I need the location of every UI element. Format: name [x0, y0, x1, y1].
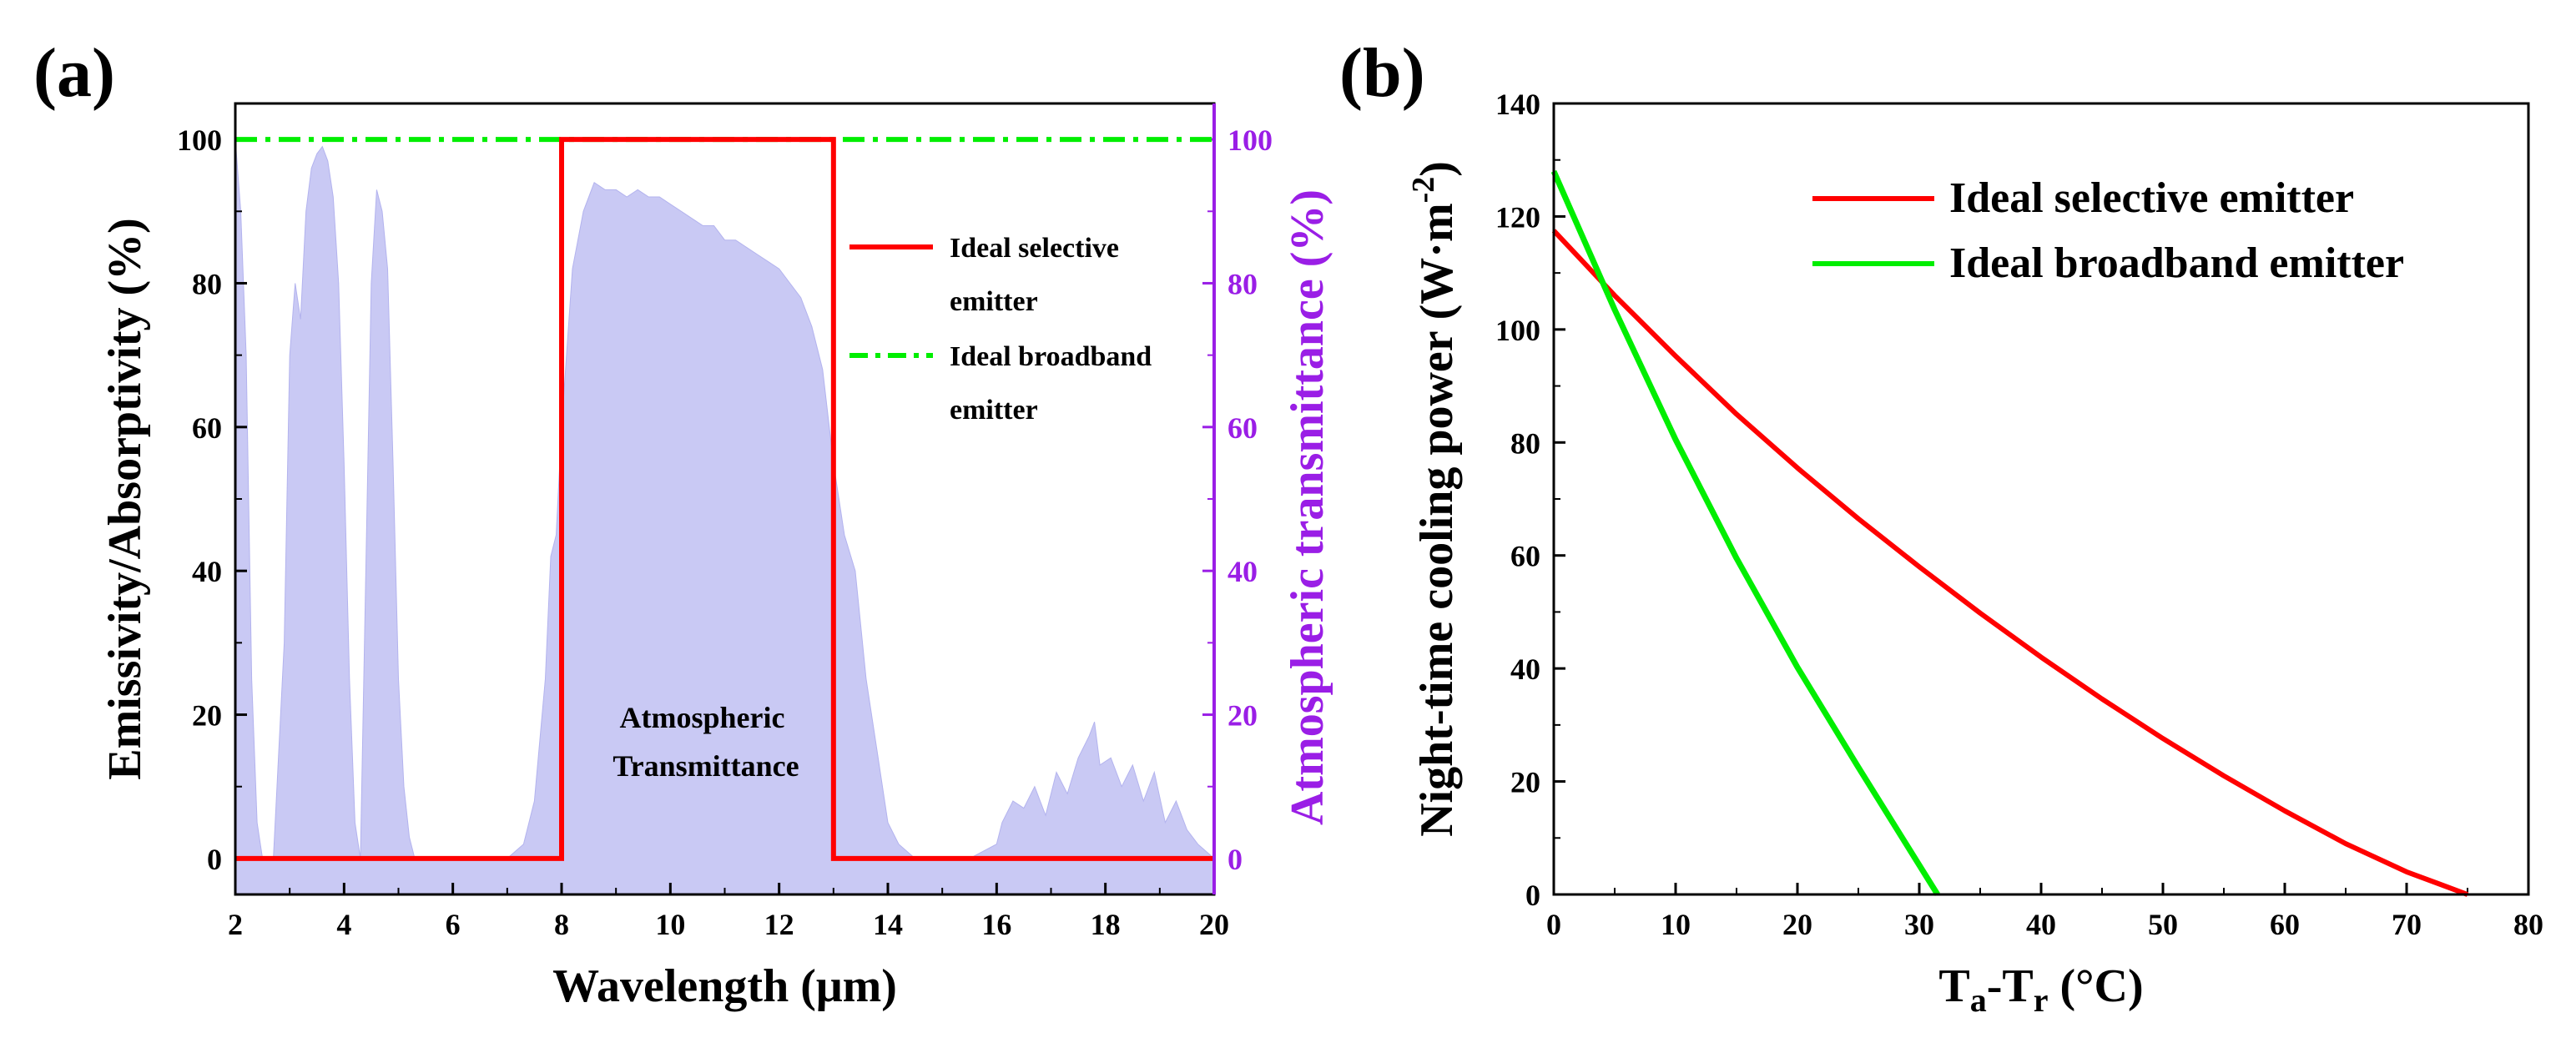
y-title-end: ): [1411, 161, 1463, 177]
y2-tick-label: 100: [1228, 123, 1273, 157]
y2-tick-label: 60: [1228, 411, 1258, 445]
y-tick-label: 80: [192, 267, 222, 300]
y-tick-label: 60: [1510, 540, 1540, 573]
legend-broadband-label: Ideal broadband emitter: [1949, 239, 2404, 287]
x-tick-label: 12: [764, 908, 794, 941]
x-tick-label: 40: [2026, 908, 2056, 941]
y-tick-label: 40: [1510, 652, 1540, 686]
transmittance-annotation: Atmospheric Transmittance: [612, 701, 799, 783]
x-title-minus-t: -T: [1987, 960, 2034, 1012]
panel-b-ticks: 0 10 20 30 40 50 60 70 80 0 20 40 60 80 100 120 140: [1495, 88, 2543, 941]
x-tick-label: 4: [336, 908, 351, 941]
panel-a: (a) 2 4 6 8 10 12 14 16 18 20 0 20 40 60 80 100 0 20 40 60 8…: [33, 34, 1333, 1012]
x-tick-label: 8: [554, 908, 569, 941]
x-title-t: T: [1938, 960, 1969, 1012]
panel-a-ticks: 2 4 6 8 10 12 14 16 18 20 0 20 40 60 80 100 0 20 40 60 80 100: [177, 123, 1273, 941]
y2-tick-label: 80: [1228, 267, 1258, 300]
legend-selective-label: Ideal selective emitter: [1949, 174, 2354, 222]
x-title-unit: (°C): [2048, 960, 2143, 1012]
y-tick-label: 20: [1510, 766, 1540, 799]
panel-b-letter: (b): [1339, 34, 1425, 112]
y-tick-label: 100: [1495, 314, 1540, 347]
y-tick-label: 140: [1495, 88, 1540, 121]
y-tick-label: 60: [192, 411, 222, 445]
y-tick-label: 20: [192, 699, 222, 733]
y-tick-label: 0: [207, 843, 222, 876]
x-tick-label: 2: [228, 908, 243, 941]
x-tick-label: 70: [2392, 908, 2422, 941]
x-tick-label: 50: [2148, 908, 2178, 941]
y2-tick-label: 40: [1228, 555, 1258, 588]
legend-broadband-label: Ideal broadband: [950, 341, 1152, 372]
y-tick-label: 100: [177, 123, 222, 157]
panel-a-legend: Ideal selective emitter Ideal broadband emi…: [849, 233, 1152, 426]
y-title-sup: -2: [1406, 177, 1441, 204]
panel-b-frame: [1552, 102, 2530, 896]
transmittance-area: [234, 139, 1215, 895]
panel-b-y-axis-title: Night-time cooling power (W·m-2): [1406, 161, 1463, 837]
x-tick-label: 10: [655, 908, 685, 941]
broadband-cooling-curve: [1550, 169, 1940, 896]
selective-emitter-line: [235, 137, 1214, 861]
panel-a-y2-axis-title: Atmospheric transmittance (%): [1282, 189, 1333, 825]
legend-selective-label: emitter: [950, 286, 1038, 317]
annotation-line-1: Atmospheric: [620, 701, 785, 734]
y-tick-label: 0: [1525, 879, 1540, 912]
x-tick-label: 10: [1661, 908, 1691, 941]
y-tick-label: 40: [192, 555, 222, 588]
y2-tick-label: 0: [1228, 843, 1243, 876]
x-tick-label: 6: [446, 908, 461, 941]
panel-a-letter: (a): [33, 34, 115, 112]
y-tick-label: 80: [1510, 426, 1540, 460]
y-tick-label: 120: [1495, 200, 1540, 234]
panel-b-legend: Ideal selective emitter Ideal broadband e…: [1812, 174, 2404, 287]
annotation-line-2: Transmittance: [612, 749, 799, 783]
panel-a-y-axis-title: Emissivity/Absorptivity (%): [99, 218, 151, 780]
y2-tick-label: 20: [1228, 699, 1258, 733]
panel-a-x-axis-title: Wavelength (μm): [552, 960, 897, 1012]
x-title-sub-a: a: [1970, 981, 1987, 1019]
legend-selective-label: Ideal selective: [950, 233, 1119, 264]
legend-broadband-label: emitter: [950, 395, 1038, 426]
y-title-main: Night-time cooling power (W·m: [1411, 203, 1463, 837]
panel-b: (b) 0 10 20 30 40 50 60 70 80020406080100120140 …: [1339, 34, 2543, 1019]
selective-cooling-curve: [1551, 229, 2469, 897]
x-tick-label: 80: [2513, 908, 2543, 941]
panel-b-x-axis-title: Ta-Tr (°C): [1938, 960, 2143, 1019]
x-tick-label: 20: [1199, 908, 1229, 941]
x-tick-label: 60: [2270, 908, 2300, 941]
x-tick-label: 16: [981, 908, 1011, 941]
x-tick-label: 14: [873, 908, 903, 941]
x-tick-label: 30: [1904, 908, 1934, 941]
x-tick-label: 20: [1782, 908, 1812, 941]
x-tick-label: 0: [1546, 908, 1561, 941]
x-title-sub-r: r: [2034, 981, 2049, 1019]
x-tick-label: 18: [1091, 908, 1121, 941]
